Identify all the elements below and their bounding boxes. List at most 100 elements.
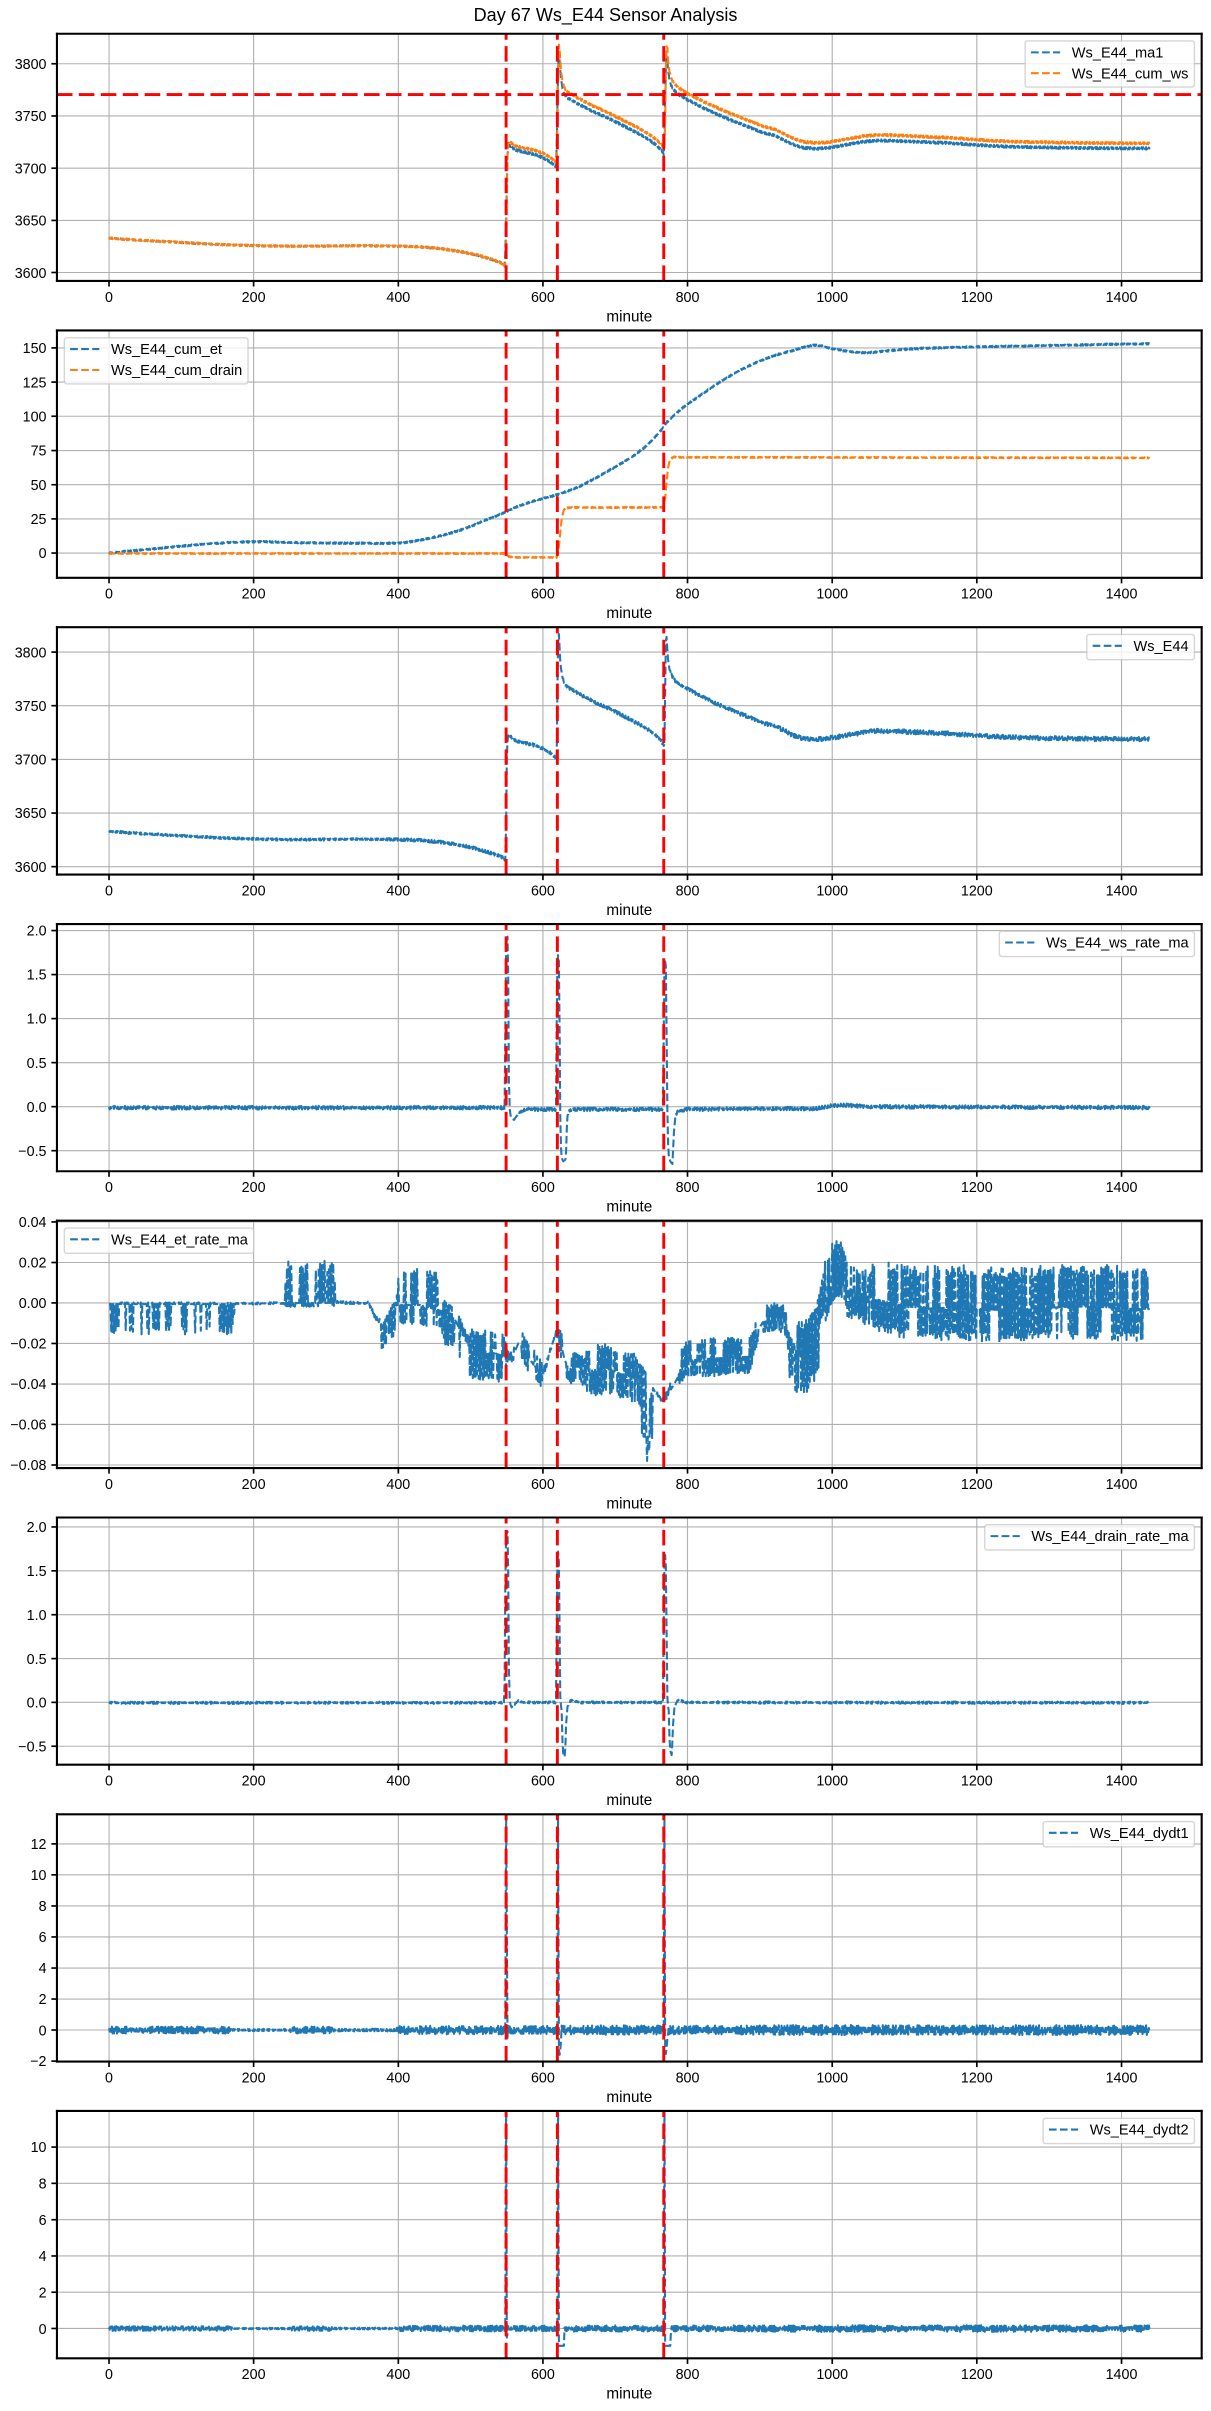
svg-text:1200: 1200	[961, 2070, 993, 2086]
svg-text:400: 400	[386, 587, 410, 603]
svg-text:800: 800	[676, 1774, 700, 1790]
svg-text:1200: 1200	[961, 883, 993, 899]
svg-text:200: 200	[242, 1774, 266, 1790]
svg-text:1200: 1200	[961, 587, 993, 603]
svg-text:−0.5: −0.5	[18, 1739, 46, 1755]
svg-text:800: 800	[676, 587, 700, 603]
svg-text:8: 8	[39, 1899, 47, 1915]
svg-text:2.0: 2.0	[27, 924, 47, 940]
svg-text:400: 400	[386, 1477, 410, 1493]
svg-text:0.04: 0.04	[19, 1215, 47, 1231]
svg-text:200: 200	[242, 2367, 266, 2383]
svg-text:0.5: 0.5	[27, 1652, 47, 1668]
svg-text:100: 100	[23, 410, 47, 426]
svg-text:400: 400	[386, 1180, 410, 1196]
svg-text:3650: 3650	[15, 806, 47, 822]
svg-text:8: 8	[39, 2177, 47, 2193]
svg-text:1200: 1200	[961, 2367, 993, 2383]
svg-text:200: 200	[242, 587, 266, 603]
svg-text:0.0: 0.0	[27, 1100, 47, 1116]
svg-text:50: 50	[31, 478, 47, 494]
svg-text:3750: 3750	[15, 109, 47, 125]
svg-text:400: 400	[386, 290, 410, 306]
svg-text:minute: minute	[606, 2089, 652, 2106]
svg-text:600: 600	[531, 1477, 555, 1493]
svg-text:1.5: 1.5	[27, 1564, 47, 1580]
svg-text:4: 4	[39, 2249, 47, 2265]
svg-text:Ws_E44_dydt2: Ws_E44_dydt2	[1090, 2123, 1189, 2139]
svg-text:−0.06: −0.06	[10, 1418, 46, 1434]
svg-text:0: 0	[105, 883, 113, 899]
svg-text:0: 0	[105, 1477, 113, 1493]
svg-text:6: 6	[39, 2213, 47, 2229]
svg-text:0: 0	[105, 1180, 113, 1196]
svg-text:600: 600	[531, 1180, 555, 1196]
svg-text:−2: −2	[30, 2054, 46, 2070]
svg-text:1.5: 1.5	[27, 968, 47, 984]
svg-text:1400: 1400	[1106, 1477, 1138, 1493]
svg-text:Ws_E44_et_rate_ma: Ws_E44_et_rate_ma	[111, 1232, 249, 1248]
svg-text:−0.08: −0.08	[10, 1458, 46, 1474]
svg-text:Day 67 Ws_E44 Sensor Analysis: Day 67 Ws_E44 Sensor Analysis	[474, 5, 738, 26]
svg-text:3800: 3800	[15, 57, 47, 73]
svg-text:1000: 1000	[816, 587, 848, 603]
svg-text:600: 600	[531, 2367, 555, 2383]
svg-text:1200: 1200	[961, 290, 993, 306]
svg-text:200: 200	[242, 1477, 266, 1493]
svg-text:2: 2	[39, 1992, 47, 2008]
svg-text:400: 400	[386, 1774, 410, 1790]
svg-text:Ws_E44_ws_rate_ma: Ws_E44_ws_rate_ma	[1046, 936, 1189, 952]
svg-text:0: 0	[105, 290, 113, 306]
svg-text:150: 150	[23, 341, 47, 357]
svg-text:Ws_E44_cum_drain: Ws_E44_cum_drain	[111, 363, 242, 379]
svg-text:−0.02: −0.02	[10, 1337, 46, 1353]
svg-text:600: 600	[531, 1774, 555, 1790]
svg-text:0: 0	[105, 1774, 113, 1790]
svg-text:400: 400	[386, 2070, 410, 2086]
svg-text:0: 0	[39, 2023, 47, 2039]
svg-text:−0.5: −0.5	[18, 1144, 46, 1160]
svg-text:2: 2	[39, 2285, 47, 2301]
svg-text:Ws_E44_cum_et: Ws_E44_cum_et	[111, 342, 222, 358]
svg-text:Ws_E44_drain_rate_ma: Ws_E44_drain_rate_ma	[1031, 1529, 1189, 1545]
svg-text:0.00: 0.00	[19, 1296, 47, 1312]
svg-text:1.0: 1.0	[27, 1608, 47, 1624]
svg-text:Ws_E44: Ws_E44	[1133, 639, 1188, 655]
svg-text:600: 600	[531, 587, 555, 603]
svg-text:2.0: 2.0	[27, 1520, 47, 1536]
svg-text:1200: 1200	[961, 1774, 993, 1790]
svg-text:minute: minute	[606, 2386, 652, 2403]
svg-text:4: 4	[39, 1961, 47, 1977]
svg-text:1000: 1000	[816, 1477, 848, 1493]
svg-text:0: 0	[39, 2322, 47, 2338]
svg-text:Ws_E44_ma1: Ws_E44_ma1	[1072, 45, 1164, 61]
svg-text:Ws_E44_cum_ws: Ws_E44_cum_ws	[1072, 66, 1189, 82]
svg-text:200: 200	[242, 883, 266, 899]
svg-text:minute: minute	[606, 1792, 652, 1809]
svg-text:minute: minute	[606, 308, 652, 325]
svg-text:1000: 1000	[816, 290, 848, 306]
svg-text:1400: 1400	[1106, 2367, 1138, 2383]
svg-text:−0.04: −0.04	[10, 1377, 46, 1393]
svg-text:3650: 3650	[15, 214, 47, 230]
svg-text:3600: 3600	[15, 266, 47, 282]
svg-text:1400: 1400	[1106, 290, 1138, 306]
svg-text:minute: minute	[606, 605, 652, 622]
svg-text:800: 800	[676, 1180, 700, 1196]
svg-text:400: 400	[386, 883, 410, 899]
svg-text:3700: 3700	[15, 161, 47, 177]
svg-text:600: 600	[531, 290, 555, 306]
svg-text:200: 200	[242, 290, 266, 306]
svg-text:0: 0	[105, 2070, 113, 2086]
svg-text:Ws_E44_dydt1: Ws_E44_dydt1	[1090, 1826, 1189, 1842]
svg-text:0: 0	[39, 546, 47, 562]
svg-text:1.0: 1.0	[27, 1012, 47, 1028]
svg-text:0.0: 0.0	[27, 1696, 47, 1712]
svg-text:1200: 1200	[961, 1477, 993, 1493]
svg-text:1000: 1000	[816, 1774, 848, 1790]
svg-text:0: 0	[105, 2367, 113, 2383]
svg-text:800: 800	[676, 2070, 700, 2086]
svg-text:1000: 1000	[816, 2070, 848, 2086]
svg-text:800: 800	[676, 2367, 700, 2383]
svg-text:3600: 3600	[15, 860, 47, 876]
